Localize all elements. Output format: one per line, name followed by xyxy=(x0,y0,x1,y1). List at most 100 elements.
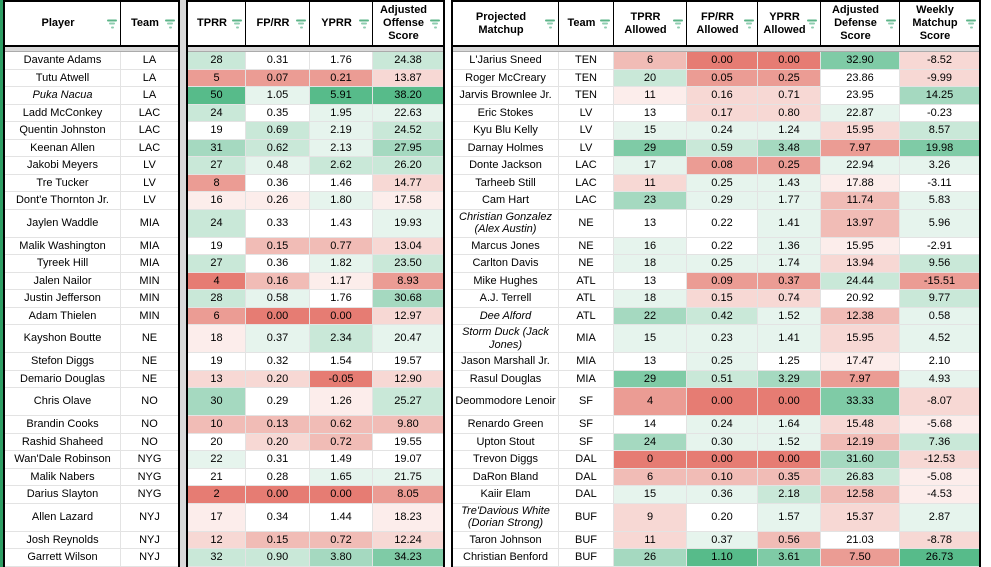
stat-cell[interactable]: 1.57 xyxy=(758,503,821,532)
stat-cell[interactable]: -2.91 xyxy=(900,237,979,255)
team-cell[interactable]: NO xyxy=(121,416,178,434)
team-cell[interactable]: LV xyxy=(559,104,614,122)
stat-cell[interactable]: 3.26 xyxy=(900,157,979,175)
team-cell[interactable]: NE xyxy=(559,209,614,238)
stat-cell[interactable]: 0.35 xyxy=(246,104,310,122)
stat-cell[interactable]: 0.36 xyxy=(246,255,310,273)
column-header-fp-rr[interactable]: FP/RR xyxy=(246,2,310,45)
stat-cell[interactable]: -5.08 xyxy=(900,468,979,486)
player-cell[interactable]: Malik Nabers xyxy=(5,468,121,486)
stat-cell[interactable]: 13.94 xyxy=(821,255,900,273)
stat-cell[interactable]: 29 xyxy=(614,139,687,157)
matchup-cell[interactable]: Marcus Jones xyxy=(453,237,559,255)
stat-cell[interactable]: 1.54 xyxy=(310,353,373,371)
stat-cell[interactable]: 0.25 xyxy=(758,157,821,175)
stat-cell[interactable]: 7.50 xyxy=(821,549,900,567)
stat-cell[interactable]: 0.72 xyxy=(310,531,373,549)
matchup-cell[interactable]: Mike Hughes xyxy=(453,272,559,290)
stat-cell[interactable]: 31.60 xyxy=(821,451,900,469)
stat-cell[interactable]: 0.00 xyxy=(758,388,821,416)
team-cell[interactable]: NO xyxy=(121,434,178,451)
stat-cell[interactable]: 4 xyxy=(188,272,246,290)
stat-cell[interactable]: 0.36 xyxy=(687,486,758,504)
player-cell[interactable]: Tyreek Hill xyxy=(5,255,121,273)
stat-cell[interactable]: 13.97 xyxy=(821,209,900,238)
stat-cell[interactable]: 19 xyxy=(188,237,246,255)
stat-cell[interactable]: 21.75 xyxy=(373,468,443,486)
column-header-team[interactable]: Team xyxy=(559,2,614,45)
matchup-cell[interactable]: Jarvis Brownlee Jr. xyxy=(453,87,559,105)
stat-cell[interactable]: 0.22 xyxy=(687,209,758,238)
stat-cell[interactable]: 0.13 xyxy=(246,416,310,434)
stat-cell[interactable]: 0.56 xyxy=(758,531,821,549)
stat-cell[interactable]: 1.43 xyxy=(310,209,373,238)
stat-cell[interactable]: 1.46 xyxy=(310,174,373,192)
stat-cell[interactable]: 1.49 xyxy=(310,451,373,469)
team-cell[interactable]: ATL xyxy=(559,290,614,308)
stat-cell[interactable]: 11 xyxy=(614,87,687,105)
team-cell[interactable]: TEN xyxy=(559,52,614,70)
team-cell[interactable]: ATL xyxy=(559,272,614,290)
team-cell[interactable]: LV xyxy=(559,122,614,140)
team-cell[interactable]: DAL xyxy=(559,486,614,504)
player-cell[interactable]: Darius Slayton xyxy=(5,486,121,504)
matchup-cell[interactable]: Cam Hart xyxy=(453,192,559,210)
stat-cell[interactable]: 21.03 xyxy=(821,531,900,549)
stat-cell[interactable]: 17.58 xyxy=(373,192,443,210)
team-cell[interactable]: LAC xyxy=(121,140,178,157)
stat-cell[interactable]: 0.77 xyxy=(310,237,373,255)
stat-cell[interactable]: 0.07 xyxy=(246,69,310,87)
stat-cell[interactable]: 29 xyxy=(614,370,687,388)
team-cell[interactable]: NYG xyxy=(121,451,178,469)
stat-cell[interactable]: 0.15 xyxy=(687,290,758,308)
stat-cell[interactable]: 23.95 xyxy=(821,87,900,105)
stat-cell[interactable]: 0.05 xyxy=(687,69,758,87)
player-cell[interactable]: Dont'e Thornton Jr. xyxy=(5,192,121,210)
stat-cell[interactable]: 0.09 xyxy=(687,272,758,290)
stat-cell[interactable]: 1.10 xyxy=(687,549,758,567)
matchup-cell[interactable]: Christian Gonzalez (Alex Austin) xyxy=(453,209,559,238)
player-cell[interactable]: Keenan Allen xyxy=(5,139,121,157)
player-cell[interactable]: Rashid Shaheed xyxy=(5,433,121,451)
stat-cell[interactable]: 32.90 xyxy=(821,52,900,70)
stat-cell[interactable]: -8.52 xyxy=(900,52,979,70)
stat-cell[interactable]: 19 xyxy=(188,122,246,140)
matchup-cell[interactable]: Darnay Holmes xyxy=(453,139,559,157)
stat-cell[interactable]: 19.98 xyxy=(900,139,979,157)
stat-cell[interactable]: 0.34 xyxy=(246,503,310,532)
stat-cell[interactable]: 15.48 xyxy=(821,416,900,434)
stat-cell[interactable]: 0.24 xyxy=(687,122,758,140)
player-cell[interactable]: Quentin Johnston xyxy=(5,122,121,140)
matchup-cell[interactable]: Tarheeb Still xyxy=(453,174,559,192)
team-cell[interactable]: MIN xyxy=(121,273,178,290)
stat-cell[interactable]: 0.10 xyxy=(687,468,758,486)
stat-cell[interactable]: 13.87 xyxy=(373,69,443,87)
stat-cell[interactable]: 24.38 xyxy=(373,52,443,70)
team-cell[interactable]: BUF xyxy=(559,503,614,532)
player-cell[interactable]: Garrett Wilson xyxy=(5,549,121,567)
team-cell[interactable]: BUF xyxy=(559,549,614,567)
stat-cell[interactable]: 0.00 xyxy=(246,307,310,325)
column-header-yprr[interactable]: YPRR xyxy=(310,2,373,45)
team-cell[interactable]: SF xyxy=(559,388,614,416)
team-cell[interactable]: MIA xyxy=(559,370,614,388)
stat-cell[interactable]: 2.87 xyxy=(900,503,979,532)
stat-cell[interactable]: 12.58 xyxy=(821,486,900,504)
stat-cell[interactable]: 8.05 xyxy=(373,486,443,504)
team-cell[interactable]: MIN xyxy=(121,290,178,308)
stat-cell[interactable]: 2 xyxy=(188,486,246,504)
team-cell[interactable]: LAC xyxy=(121,105,178,122)
stat-cell[interactable]: 15.95 xyxy=(821,122,900,140)
stat-cell[interactable]: 0.37 xyxy=(246,325,310,353)
stat-cell[interactable]: 28 xyxy=(188,52,246,70)
stat-cell[interactable]: 14.77 xyxy=(373,174,443,192)
matchup-cell[interactable]: Jason Marshall Jr. xyxy=(453,353,559,371)
stat-cell[interactable]: 0.37 xyxy=(758,272,821,290)
player-cell[interactable]: Malik Washington xyxy=(5,237,121,255)
stat-cell[interactable]: 20.47 xyxy=(373,325,443,353)
stat-cell[interactable]: 1.76 xyxy=(310,290,373,308)
stat-cell[interactable]: 0.24 xyxy=(687,416,758,434)
stat-cell[interactable]: 15 xyxy=(614,122,687,140)
player-cell[interactable]: Demario Douglas xyxy=(5,370,121,388)
team-cell[interactable]: TEN xyxy=(559,69,614,87)
